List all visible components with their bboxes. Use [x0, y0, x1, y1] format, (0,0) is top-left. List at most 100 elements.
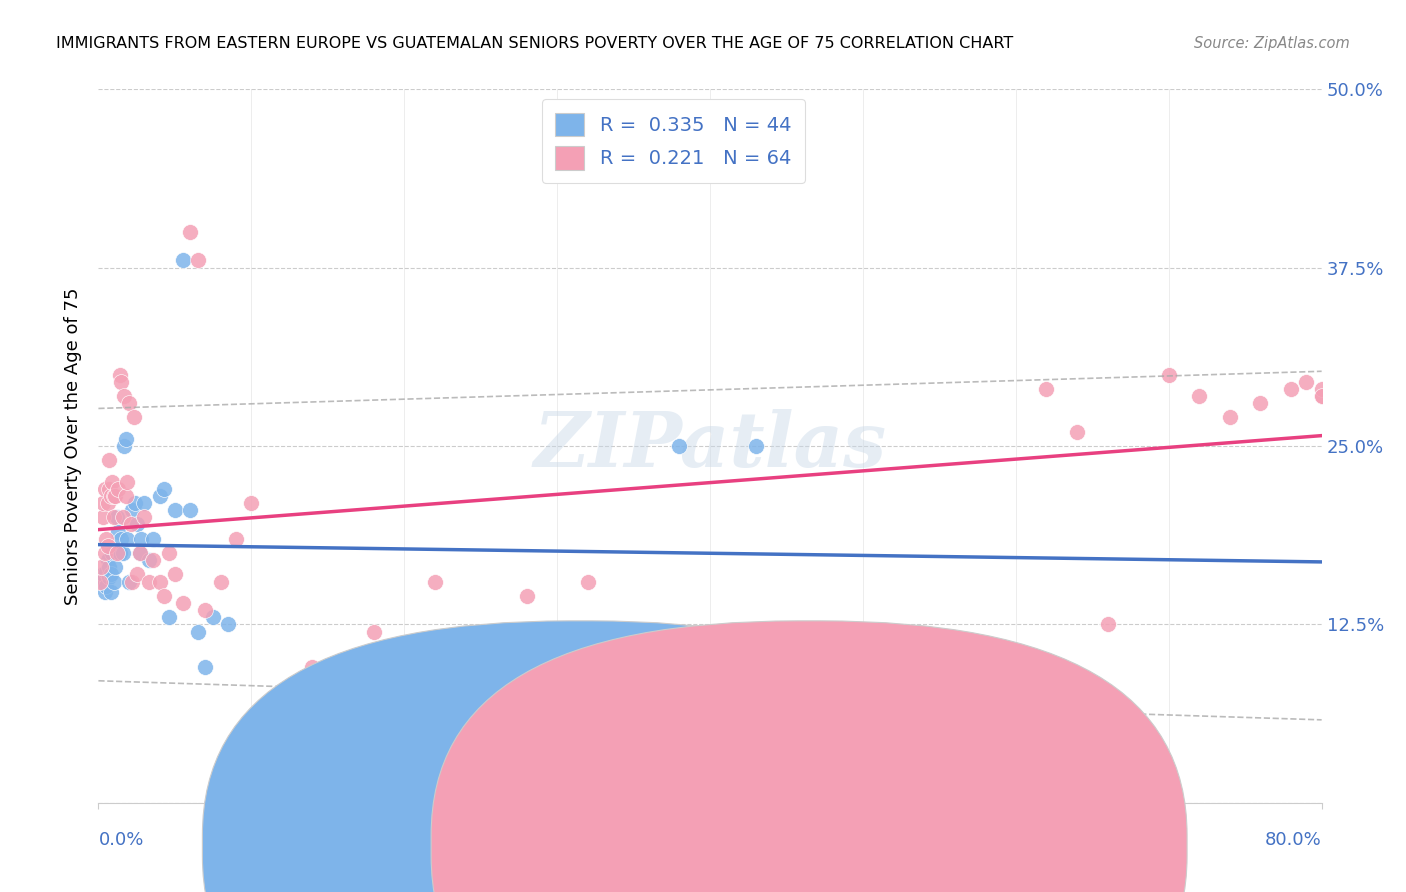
Point — [94, 532, 117, 546]
Point — [118, 396, 141, 410]
Point — [98, 570, 121, 584]
Point — [202, 610, 225, 624]
Point — [110, 375, 132, 389]
Point — [225, 532, 247, 546]
FancyBboxPatch shape — [432, 621, 1187, 892]
Point — [129, 532, 152, 546]
Point — [217, 617, 239, 632]
Point — [98, 482, 121, 496]
Point — [100, 489, 122, 503]
Point — [128, 546, 150, 560]
Point — [121, 503, 143, 517]
Point — [122, 410, 145, 425]
Point — [94, 579, 117, 593]
Point — [637, 689, 661, 703]
Text: 0.0%: 0.0% — [98, 831, 143, 849]
Point — [149, 574, 172, 589]
Point — [115, 432, 138, 446]
Point — [104, 560, 127, 574]
Point — [124, 496, 146, 510]
Point — [107, 482, 129, 496]
Point — [110, 532, 132, 546]
Point — [94, 565, 117, 579]
Point — [103, 489, 125, 503]
Text: ZIPatlas: ZIPatlas — [533, 409, 887, 483]
Point — [157, 610, 180, 624]
Point — [97, 539, 120, 553]
Point — [157, 546, 180, 560]
Point — [115, 489, 138, 503]
Point — [301, 660, 323, 674]
Point — [91, 496, 114, 510]
Point — [101, 546, 124, 560]
Point — [516, 589, 538, 603]
Point — [97, 496, 120, 510]
Y-axis label: Seniors Poverty Over the Age of 75: Seniors Poverty Over the Age of 75 — [65, 287, 83, 605]
Point — [179, 225, 201, 239]
Point — [270, 767, 292, 781]
Text: Source: ZipAtlas.com: Source: ZipAtlas.com — [1194, 36, 1350, 51]
Point — [108, 546, 131, 560]
Point — [1279, 382, 1302, 396]
Point — [117, 532, 139, 546]
Point — [111, 546, 134, 560]
Text: 80.0%: 80.0% — [1265, 831, 1322, 849]
Point — [363, 624, 385, 639]
Point — [121, 574, 143, 589]
Point — [172, 253, 194, 268]
Legend: R =  0.335   N = 44, R =  0.221   N = 64: R = 0.335 N = 44, R = 0.221 N = 64 — [541, 99, 806, 184]
Point — [91, 510, 114, 524]
Point — [209, 574, 232, 589]
Point — [125, 517, 148, 532]
Point — [128, 546, 150, 560]
Point — [134, 510, 156, 524]
Point — [1310, 389, 1333, 403]
Point — [117, 475, 139, 489]
Point — [759, 624, 782, 639]
Point — [90, 560, 112, 574]
Point — [108, 368, 131, 382]
Point — [149, 489, 172, 503]
Point — [138, 553, 160, 567]
Point — [576, 574, 599, 589]
Point — [1157, 368, 1180, 382]
Point — [104, 489, 127, 503]
Point — [98, 560, 121, 574]
Point — [134, 496, 156, 510]
Point — [93, 546, 115, 560]
Point — [423, 574, 446, 589]
Point — [112, 439, 135, 453]
Point — [153, 589, 176, 603]
Point — [187, 624, 209, 639]
Point — [668, 439, 690, 453]
Point — [194, 603, 217, 617]
Point — [93, 482, 115, 496]
Point — [470, 710, 492, 724]
Point — [179, 503, 201, 517]
Point — [240, 496, 263, 510]
Point — [90, 574, 112, 589]
Point — [112, 389, 135, 403]
FancyBboxPatch shape — [202, 621, 959, 892]
Point — [100, 584, 122, 599]
Point — [1310, 382, 1333, 396]
Point — [142, 553, 165, 567]
Point — [93, 584, 115, 599]
Point — [107, 524, 129, 539]
Text: Immigrants from Eastern Europe: Immigrants from Eastern Europe — [612, 853, 883, 871]
Text: Guatemalans: Guatemalans — [832, 853, 943, 871]
Point — [100, 567, 122, 582]
Point — [790, 660, 813, 674]
Point — [97, 553, 120, 567]
Point — [125, 567, 148, 582]
Point — [98, 453, 121, 467]
Point — [172, 596, 194, 610]
Point — [103, 574, 125, 589]
Point — [1295, 375, 1317, 389]
Point — [1188, 389, 1211, 403]
Point — [1249, 396, 1271, 410]
Point — [153, 482, 176, 496]
Text: IMMIGRANTS FROM EASTERN EUROPE VS GUATEMALAN SENIORS POVERTY OVER THE AGE OF 75 : IMMIGRANTS FROM EASTERN EUROPE VS GUATEM… — [56, 36, 1014, 51]
Point — [105, 510, 128, 524]
Point — [105, 546, 128, 560]
